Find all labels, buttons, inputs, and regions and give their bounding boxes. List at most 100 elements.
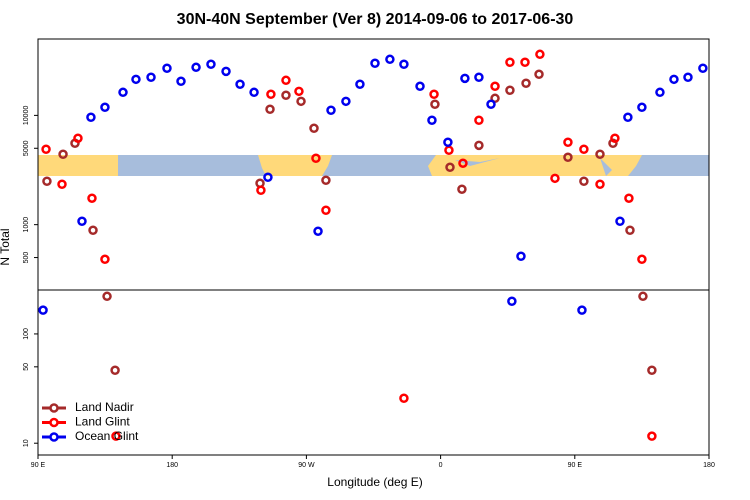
point xyxy=(474,140,484,151)
point xyxy=(326,105,336,116)
point xyxy=(563,137,573,147)
point xyxy=(146,72,156,83)
point xyxy=(623,112,633,123)
point xyxy=(221,66,231,77)
point xyxy=(176,76,186,87)
point xyxy=(266,89,276,100)
point xyxy=(311,153,321,164)
point xyxy=(191,62,201,73)
point xyxy=(625,225,635,235)
point xyxy=(309,123,319,134)
point xyxy=(534,69,544,80)
point xyxy=(683,72,693,83)
point xyxy=(88,225,98,235)
plot-frame xyxy=(37,38,710,456)
y-axis-label: N Total xyxy=(0,228,12,265)
point xyxy=(100,102,110,113)
x-tick-label: 180 xyxy=(166,462,178,469)
point xyxy=(521,78,531,89)
point xyxy=(102,291,112,302)
point xyxy=(505,57,515,68)
y-tick-label: 10 xyxy=(23,439,30,447)
point xyxy=(87,193,97,203)
point xyxy=(624,193,634,203)
legend-marker xyxy=(49,403,59,413)
point xyxy=(370,58,380,69)
point xyxy=(637,102,647,113)
point xyxy=(296,96,306,107)
point xyxy=(579,176,589,187)
legend-marker xyxy=(49,432,59,442)
legend-label: Land Nadir xyxy=(75,400,134,414)
point xyxy=(595,149,605,160)
point xyxy=(563,152,573,162)
point xyxy=(516,251,526,261)
legend-label: Land Glint xyxy=(75,415,130,429)
point xyxy=(235,79,245,89)
map-strip xyxy=(38,155,709,176)
point xyxy=(490,81,500,92)
point xyxy=(638,291,648,302)
x-tick-label: 90 E xyxy=(31,462,46,469)
point xyxy=(415,81,425,92)
point xyxy=(458,158,468,168)
point xyxy=(38,305,48,315)
point xyxy=(399,59,409,69)
point xyxy=(341,96,351,107)
point xyxy=(577,305,587,315)
point xyxy=(42,176,52,187)
point xyxy=(41,144,51,155)
point xyxy=(698,63,708,74)
point xyxy=(647,365,657,376)
point xyxy=(294,86,304,97)
point xyxy=(162,63,172,74)
point xyxy=(505,85,515,96)
point xyxy=(131,74,141,85)
point xyxy=(457,184,467,194)
x-tick-label: 90 W xyxy=(298,462,315,469)
point xyxy=(57,179,67,189)
point xyxy=(281,90,291,101)
point xyxy=(647,431,657,441)
x-tick-label: 180 xyxy=(703,462,715,469)
point xyxy=(579,144,589,155)
legend-marker xyxy=(49,417,59,428)
point xyxy=(110,365,120,376)
point xyxy=(399,393,409,403)
y-tick-label: 50 xyxy=(23,363,30,371)
point xyxy=(77,216,87,227)
point xyxy=(445,162,455,173)
point xyxy=(595,179,605,189)
sea-band xyxy=(600,158,612,176)
point xyxy=(430,99,440,109)
y-tick-label: 1000 xyxy=(23,217,30,233)
legend-label: Ocean Glint xyxy=(75,429,139,443)
point xyxy=(206,59,216,69)
point xyxy=(427,115,437,126)
point xyxy=(637,254,647,265)
point xyxy=(58,149,68,160)
point xyxy=(86,112,96,123)
point xyxy=(385,54,395,65)
point xyxy=(256,185,266,195)
point xyxy=(460,73,470,84)
point xyxy=(655,87,665,98)
point xyxy=(321,175,331,186)
point xyxy=(281,75,291,86)
point xyxy=(610,133,620,143)
point xyxy=(73,133,83,143)
point xyxy=(100,254,110,265)
point xyxy=(507,296,517,307)
point xyxy=(111,431,121,441)
point xyxy=(429,89,439,100)
point xyxy=(550,173,560,184)
point xyxy=(265,104,275,114)
land-band xyxy=(38,155,118,176)
point xyxy=(313,226,323,236)
point xyxy=(474,72,484,83)
point xyxy=(249,87,259,98)
point xyxy=(444,145,454,155)
x-tick-label: 90 E xyxy=(568,462,583,469)
x-tick-label: 0 xyxy=(439,462,443,469)
